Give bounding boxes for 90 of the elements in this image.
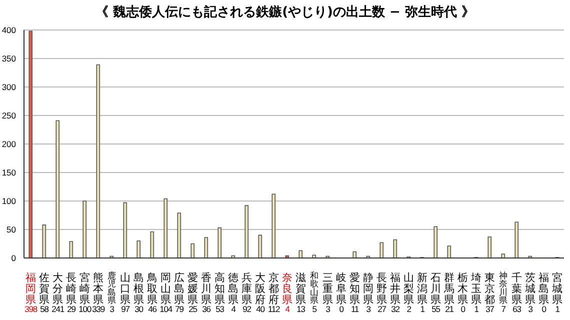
data-label: 339 [92, 304, 106, 314]
x-tick-label: 京都府 [268, 271, 280, 306]
data-label: 1 [555, 304, 560, 314]
data-label: 3 [528, 304, 534, 314]
data-label: 25 [188, 304, 198, 314]
y-tick-label: 300 [2, 82, 16, 92]
x-tick-label: 茨城県 [524, 271, 536, 306]
x-tick-label: 宮崎県 [79, 271, 90, 306]
x-tick-label: 東京都 [484, 271, 496, 306]
x-tick-label: 佐賀県 [38, 272, 50, 306]
y-tick-label: 250 [2, 110, 16, 121]
y-tick-label: 400 [2, 25, 16, 36]
y-tick-label: 150 [2, 168, 16, 178]
y-tick-label: 50 [6, 224, 16, 235]
data-label: 21 [445, 304, 454, 314]
data-label: 0 [542, 304, 547, 314]
data-label: 104 [160, 304, 173, 314]
data-label: 53 [216, 304, 225, 314]
x-tick-label: 栃木県 [457, 272, 468, 306]
x-tick-label: 鹿児島県 [107, 270, 116, 306]
y-tick-label: 350 [2, 54, 16, 64]
data-label: 40 [256, 304, 266, 314]
x-tick-label: 兵庫県 [241, 271, 252, 306]
y-tick-label: 100 [2, 196, 16, 206]
x-tick-label: 山梨県 [403, 271, 414, 306]
data-label: 3 [326, 304, 331, 314]
data-label: 29 [67, 304, 76, 314]
x-tick-label: 山口県 [120, 271, 131, 306]
data-label: 13 [296, 304, 306, 314]
y-tick-label: 0 [11, 253, 16, 264]
x-tick-label: 静岡県 [362, 272, 374, 306]
data-label: 7 [501, 304, 506, 314]
data-label: 3 [110, 304, 115, 314]
x-tick-label: 長野県 [376, 272, 388, 306]
x-tick-label: 千葉県 [511, 271, 522, 306]
x-tick-label: 香川県 [200, 271, 212, 306]
data-label: 1 [420, 304, 426, 314]
data-label: 63 [512, 304, 522, 314]
data-label: 398 [24, 304, 38, 314]
x-tick-label: 岡山県 [160, 272, 172, 306]
data-label: 0 [460, 304, 466, 314]
x-tick-label: 鳥取県 [146, 272, 158, 306]
x-tick-label: 大分県 [52, 271, 64, 306]
data-label: 5 [312, 304, 318, 314]
data-label: 0 [339, 304, 344, 314]
data-label: 30 [134, 304, 144, 314]
data-label: 58 [40, 304, 50, 314]
x-tick-label: 熊本県 [92, 271, 104, 306]
x-tick-label: 神奈川県 [498, 270, 508, 306]
data-label: 97 [121, 304, 130, 314]
x-tick-label: 和歌山県 [310, 270, 319, 306]
data-label: 100 [78, 304, 92, 314]
data-label: 36 [202, 304, 212, 314]
x-tick-label: 愛媛県 [187, 271, 198, 306]
x-tick-label: 長崎県 [66, 272, 77, 306]
data-label: 32 [391, 304, 400, 314]
data-label: 2 [406, 304, 412, 314]
data-label: 46 [148, 304, 158, 314]
data-label: 4 [285, 304, 290, 314]
x-tick-label: 福岡県 [25, 271, 36, 306]
data-label: 92 [242, 304, 252, 314]
data-label: 37 [486, 304, 495, 314]
x-tick-label: 愛知県 [349, 271, 360, 306]
data-label: 79 [175, 304, 184, 314]
data-label: 1 [474, 304, 480, 314]
y-tick-label: 200 [2, 139, 16, 150]
data-label: 27 [378, 304, 387, 314]
data-label: 3 [366, 304, 372, 314]
data-label: 55 [432, 304, 441, 314]
x-tick-label: 滋賀県 [295, 272, 306, 306]
x-tick-label: 福島県 [538, 271, 550, 306]
x-tick-label: 島根県 [133, 271, 144, 306]
x-tick-label: 大阪府 [254, 271, 266, 306]
x-tick-label: 三重県 [322, 272, 334, 306]
x-tick-label: 広島県 [174, 271, 185, 306]
data-label: 4 [231, 304, 236, 314]
x-tick-label: 埼玉県 [470, 272, 482, 306]
x-tick-label: 徳島県 [228, 272, 239, 306]
data-label: 241 [52, 304, 65, 314]
x-tick-label: 宮城県 [550, 271, 563, 306]
data-label: 11 [350, 304, 360, 314]
x-tick-label: 新潟県 [416, 271, 428, 306]
x-tick-label: 岐阜県 [336, 271, 347, 306]
x-tick-label: 石川県 [430, 272, 442, 306]
data-label: 112 [268, 304, 280, 314]
x-tick-label: 高知県 [214, 271, 226, 306]
x-tick-label: 群馬県 [442, 272, 455, 306]
x-tick-label: 奈良県 [282, 272, 293, 306]
chart-title: 《 魏志倭人伝にも記される鉄鏃(やじり)の出土数 − 弥生時代 》 [94, 4, 476, 22]
x-tick-label: 福井県 [390, 271, 401, 306]
